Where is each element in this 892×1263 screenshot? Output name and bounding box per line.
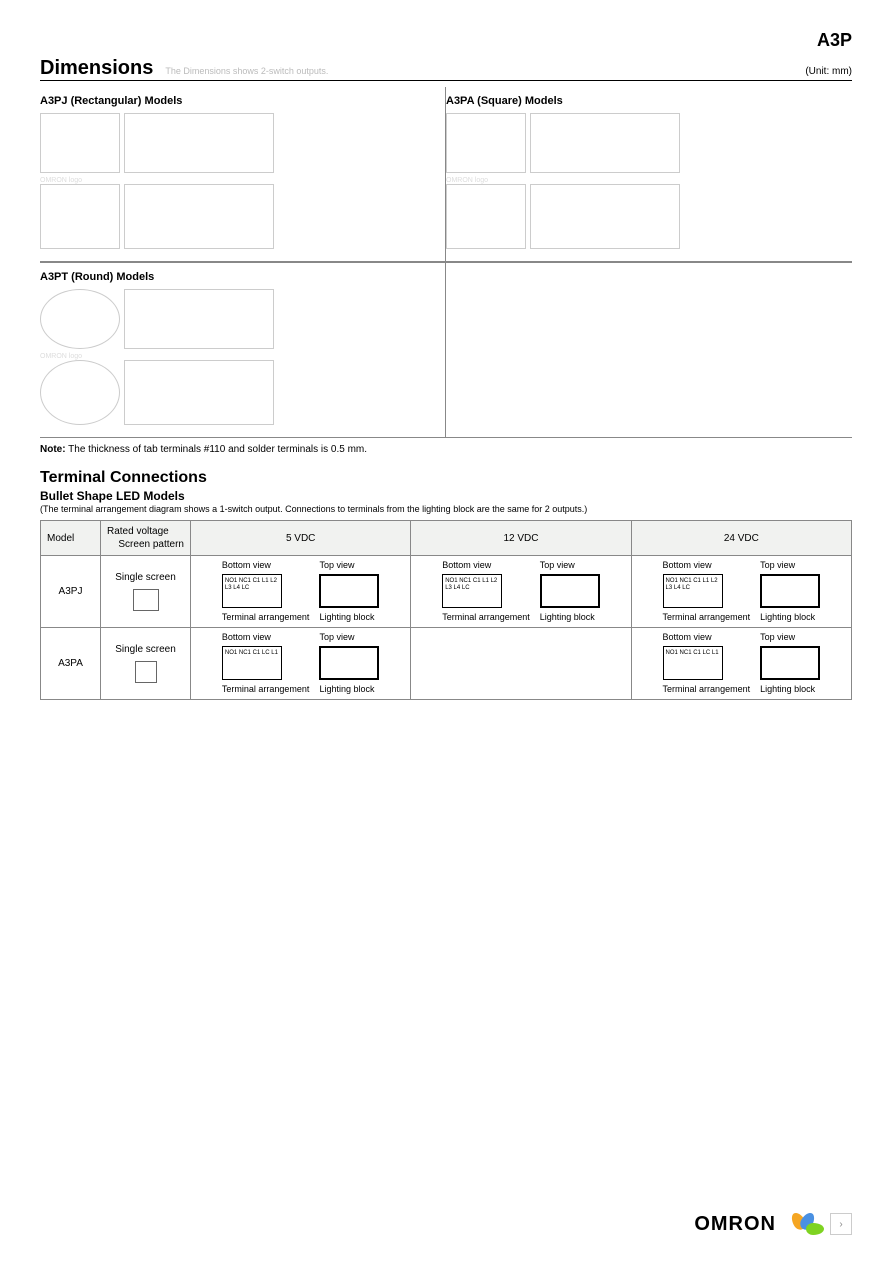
lighting-block-diagram — [760, 574, 820, 608]
footer: OMRON › — [694, 1209, 852, 1239]
th-model-label: Model — [47, 532, 94, 545]
lighting-caption: Lighting block — [540, 612, 600, 623]
brand-logo: OMRON — [694, 1213, 776, 1236]
screen-shape-icon — [135, 661, 157, 683]
lighting-caption: Lighting block — [319, 684, 379, 695]
bottom-view-label: Bottom view — [663, 560, 751, 570]
note-text: The thickness of tab terminals #110 and … — [68, 444, 367, 455]
th-12vdc: 12 VDC — [411, 521, 631, 556]
dimensions-faint-note: The Dimensions shows 2-switch outputs. — [165, 66, 328, 76]
a3pj-title: A3PJ (Rectangular) Models — [40, 95, 437, 107]
voltage-cell-5: Bottom view NO1 NC1 C1 L1 L2 L3 L4 LC Term… — [191, 556, 411, 628]
terminal-connections-title: Terminal Connections — [40, 469, 852, 487]
a3pj-top-drawing — [40, 184, 120, 249]
dimensions-grid-row2: A3PT (Round) Models OMRON logo — [40, 262, 852, 438]
terminal-arrangement-diagram: NO1 NC1 C1 LC L1 — [663, 646, 723, 680]
a3pj-plan-drawing — [124, 184, 274, 249]
a3pt-top-drawing — [40, 360, 120, 425]
th-screen: Rated voltage Screen pattern — [101, 521, 191, 556]
a3pt-plan-drawing — [124, 360, 274, 425]
product-code: A3P — [40, 30, 852, 51]
next-page-button[interactable]: › — [830, 1213, 852, 1235]
a3pa-front-drawing — [446, 113, 526, 173]
terminal-arrangement-diagram: NO1 NC1 C1 L1 L2 L3 L4 LC — [442, 574, 502, 608]
table-row: A3PJ Single screen Bottom view NO1 NC1 C1 L… — [41, 556, 852, 628]
a3pj-side-drawing — [124, 113, 274, 173]
top-view-label: Top view — [760, 632, 820, 642]
terminal-caption: Terminal arrangement — [222, 612, 310, 623]
model-cell: A3PA — [41, 627, 101, 699]
terminal-arrangement-diagram: NO1 NC1 C1 LC L1 — [222, 646, 282, 680]
dimensions-grid: A3PJ (Rectangular) Models OMRON logo A3P… — [40, 87, 852, 262]
a3pj-callout-1: OMRON logo — [40, 177, 437, 184]
th-24vdc: 24 VDC — [631, 521, 851, 556]
a3pj-cell: A3PJ (Rectangular) Models OMRON logo — [40, 87, 446, 261]
top-view-label: Top view — [319, 632, 379, 642]
note-label: Note: — [40, 444, 66, 455]
voltage-cell-24: Bottom view NO1 NC1 C1 LC L1 Terminal arra… — [631, 627, 851, 699]
voltage-cell-12: Bottom view NO1 NC1 C1 L1 L2 L3 L4 LC Term… — [411, 556, 631, 628]
terminal-caption: Terminal arrangement — [663, 612, 751, 623]
bottom-view-label: Bottom view — [442, 560, 530, 570]
dimensions-note: Note: The thickness of tab terminals #11… — [40, 444, 852, 455]
lighting-block-diagram — [540, 574, 600, 608]
a3pt-cell: A3PT (Round) Models OMRON logo — [40, 263, 446, 437]
screen-pattern-cell: Single screen — [101, 556, 191, 628]
a3pt-title: A3PT (Round) Models — [40, 271, 437, 283]
lighting-block-diagram — [760, 646, 820, 680]
a3pa-plan-drawing — [530, 184, 680, 249]
top-view-label: Top view — [540, 560, 600, 570]
lighting-caption: Lighting block — [760, 612, 820, 623]
terminal-caption: Terminal arrangement — [222, 684, 310, 695]
bottom-view-label: Bottom view — [663, 632, 751, 642]
voltage-cell-24: Bottom view NO1 NC1 C1 L1 L2 L3 L4 LC Term… — [631, 556, 851, 628]
th-model: Model — [41, 521, 101, 556]
dimensions-header: Dimensions The Dimensions shows 2-switch… — [40, 57, 852, 81]
th-5vdc: 5 VDC — [191, 521, 411, 556]
terminal-arrangement-diagram: NO1 NC1 C1 L1 L2 L3 L4 LC — [663, 574, 723, 608]
flower-icon — [788, 1209, 818, 1239]
screen-label: Single screen — [107, 644, 184, 655]
top-view-label: Top view — [319, 560, 379, 570]
table-row: A3PA Single screen Bottom view NO1 NC1 C1 L… — [41, 627, 852, 699]
screen-shape-icon — [133, 589, 159, 611]
model-cell: A3PJ — [41, 556, 101, 628]
terminal-arrangement-diagram: NO1 NC1 C1 L1 L2 L3 L4 LC — [222, 574, 282, 608]
a3pa-title: A3PA (Square) Models — [446, 95, 844, 107]
lighting-caption: Lighting block — [760, 684, 820, 695]
th-rated-label: Rated voltage — [107, 525, 184, 538]
th-screen-label: Screen pattern — [107, 538, 184, 551]
screen-label: Single screen — [107, 572, 184, 583]
lighting-caption: Lighting block — [319, 612, 379, 623]
empty-cell — [446, 263, 852, 437]
a3pt-callout-1: OMRON logo — [40, 353, 437, 360]
voltage-cell-5: Bottom view NO1 NC1 C1 LC L1 Terminal arra… — [191, 627, 411, 699]
screen-pattern-cell: Single screen — [101, 627, 191, 699]
a3pa-cell: A3PA (Square) Models OMRON logo — [446, 87, 852, 261]
a3pa-callout-1: OMRON logo — [446, 177, 844, 184]
a3pj-front-drawing — [40, 113, 120, 173]
top-view-label: Top view — [760, 560, 820, 570]
terminal-connections-subtitle: Bullet Shape LED Models — [40, 489, 852, 503]
a3pt-side-drawing — [124, 289, 274, 349]
dimensions-title: Dimensions — [40, 57, 153, 80]
empty-voltage-cell — [411, 627, 631, 699]
lighting-block-diagram — [319, 646, 379, 680]
terminal-caption: Terminal arrangement — [663, 684, 751, 695]
bottom-view-label: Bottom view — [222, 632, 310, 642]
terminal-connections-caption: (The terminal arrangement diagram shows … — [40, 504, 852, 514]
terminal-caption: Terminal arrangement — [442, 612, 530, 623]
a3pa-side-drawing — [530, 113, 680, 173]
lighting-block-diagram — [319, 574, 379, 608]
bottom-view-label: Bottom view — [222, 560, 310, 570]
dimensions-unit: (Unit: mm) — [805, 66, 852, 77]
terminal-connections-table: Model Rated voltage Screen pattern 5 VDC… — [40, 520, 852, 700]
a3pa-top-drawing — [446, 184, 526, 249]
a3pt-front-drawing — [40, 289, 120, 349]
